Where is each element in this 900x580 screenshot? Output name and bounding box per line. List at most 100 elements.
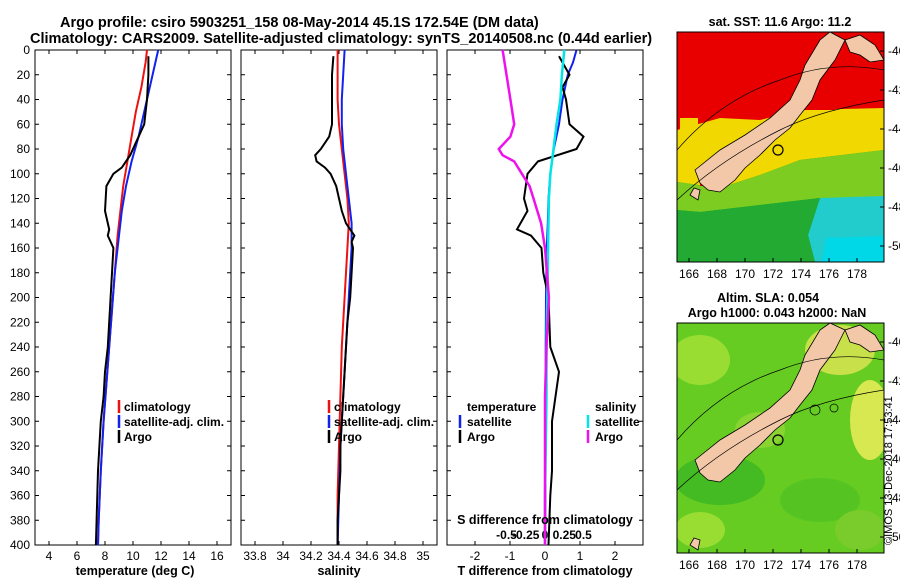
s-diff-tick-label: 0.25	[553, 528, 577, 542]
temperature-xlabel: temperature (deg C)	[76, 564, 195, 578]
s-diff-tick-label: -0.5	[496, 528, 517, 542]
lat-tick-label: -42	[888, 83, 900, 97]
lat-tick-label: -48	[888, 200, 900, 214]
x-tick-label: 12	[154, 549, 168, 563]
series-line-salinity-argo	[497, 49, 551, 545]
lat-tick-label: -46	[888, 161, 900, 175]
depth-tick-label: 220	[10, 315, 30, 329]
t-diff-tick-label: 0	[542, 549, 549, 563]
lon-tick-label: 176	[819, 558, 839, 572]
x-tick-label: 34.2	[299, 549, 323, 563]
difference-lines	[497, 49, 585, 546]
title-line-1: Argo profile: csiro 5903251_158 08-May-2…	[60, 15, 539, 31]
depth-tick-label: 280	[10, 390, 30, 404]
series-line-climatology	[97, 49, 148, 546]
lat-tick-label: -46	[888, 452, 900, 466]
legend-temp-argo-label: Argo	[467, 430, 495, 444]
salinity-y-ticks	[241, 49, 437, 546]
sla-map-field	[677, 323, 884, 553]
salinity-xlabel: salinity	[317, 564, 360, 578]
lon-tick-label: 168	[707, 558, 727, 572]
x-tick-label: 35	[416, 549, 430, 563]
sla-map-lat-axis: -40 -42 -44 -46 -48 -50	[880, 335, 900, 544]
lon-tick-label: 174	[791, 267, 811, 281]
t-diff-tick-label: -1	[505, 549, 516, 563]
series-line-argo	[314, 56, 356, 545]
temperature-x-axis: 4 6 8 10 12 14 16	[46, 50, 224, 563]
difference-panel: -2 -1 0 1 2-0.5-0.25 0 0.25 0.5 S difference fr…	[446, 49, 644, 578]
salinity-panel: 33.8 34 34.2 34.4 34.6 34.8 35 salinity climat…	[240, 49, 438, 578]
depth-tick-label: 200	[10, 291, 30, 305]
t-diff-tick-label: 1	[577, 549, 584, 563]
salinity-legend: climatology satellite-adj. clim. Argo	[327, 400, 434, 444]
legend-temperature-title: temperature	[467, 400, 537, 414]
lat-tick-label: -48	[888, 491, 900, 505]
depth-tick-label: 340	[10, 464, 30, 478]
legend-temp-satellite-label: satellite	[467, 415, 512, 429]
x-tick-label: 34	[276, 549, 290, 563]
x-tick-label: 6	[74, 549, 81, 563]
s-diff-tick-label: 0.5	[575, 528, 592, 542]
series-line-climatology	[336, 50, 350, 545]
legend-climatology-label: climatology	[334, 400, 401, 414]
sla-map-lon-axis: 166 168 170 172 174 176 178	[679, 549, 867, 572]
lon-tick-label: 166	[679, 267, 699, 281]
lon-tick-label: 170	[735, 558, 755, 572]
lon-tick-label: 178	[847, 267, 867, 281]
x-tick-label: 34.4	[327, 549, 351, 563]
x-tick-label: 4	[46, 549, 53, 563]
legend-salinity-title: salinity	[595, 400, 637, 414]
depth-tick-label: 300	[10, 414, 30, 428]
sla-map: Altim. SLA: 0.054 Argo h1000: 0.043 h200…	[676, 291, 900, 572]
sst-map-frame	[676, 31, 885, 263]
sst-map-field	[677, 32, 884, 262]
argo-location-marker	[772, 434, 784, 446]
legend-argo-label: Argo	[124, 430, 152, 444]
depth-tick-label: 40	[17, 93, 31, 107]
depth-tick-label: 100	[10, 167, 30, 181]
sla-map-title-2: Argo h1000: 0.043 h2000: NaN	[688, 306, 867, 320]
legend-sal-argo-label: Argo	[595, 430, 623, 444]
depth-tick-label: 320	[10, 439, 30, 453]
lat-tick-label: -50	[888, 530, 900, 544]
depth-tick-label: 140	[10, 216, 30, 230]
legend-satellite-label: satellite-adj. clim.	[334, 415, 434, 429]
depth-tick-label: 20	[17, 68, 31, 82]
argo-location-marker	[772, 144, 784, 156]
lon-tick-label: 174	[791, 558, 811, 572]
salinity-x-axis: 33.8 34 34.2 34.4 34.6 34.8 35	[243, 50, 430, 563]
depth-tick-label: 180	[10, 266, 30, 280]
series-line-satellite-adj-clim-	[97, 49, 160, 546]
depth-tick-label: 240	[10, 340, 30, 354]
x-tick-label: 34.8	[383, 549, 407, 563]
t-difference-xlabel: T difference from climatology	[457, 564, 632, 578]
legend-argo-label: Argo	[334, 430, 362, 444]
x-tick-label: 16	[210, 549, 224, 563]
series-line-argo	[94, 56, 150, 546]
lat-tick-label: -40	[888, 44, 900, 58]
depth-tick-label: 80	[17, 142, 31, 156]
legend-satellite-label: satellite-adj. clim.	[124, 415, 224, 429]
sla-map-title-1: Altim. SLA: 0.054	[717, 291, 819, 305]
depth-tick-label: 60	[17, 117, 31, 131]
lat-tick-label: -42	[888, 374, 900, 388]
temperature-panel: 0 20 40 60 80 100 120 140 160 180 200 220 240 260 280 3…	[10, 43, 232, 578]
lon-tick-label: 168	[707, 267, 727, 281]
salinity-lines	[314, 49, 356, 546]
temperature-legend: climatology satellite-adj. clim. Argo	[117, 400, 224, 444]
legend-climatology-label: climatology	[124, 400, 191, 414]
series-line-temperature-argo	[515, 55, 585, 546]
x-tick-label: 33.8	[243, 549, 267, 563]
x-tick-label: 10	[126, 549, 140, 563]
depth-tick-label: 120	[10, 192, 30, 206]
t-diff-tick-label: 2	[612, 549, 619, 563]
sst-map-lat-axis: -40 -42 -44 -46 -48 -50	[880, 44, 900, 253]
s-difference-label: S difference from climatology	[457, 513, 633, 527]
title-line-2: Climatology: CARS2009. Satellite-adjuste…	[30, 31, 652, 47]
s-diff-tick-label: -0.25	[512, 528, 540, 542]
sst-map: sat. SST: 11.6 Argo: 11.2 -40-42-44-46-4…	[676, 15, 900, 281]
depth-tick-label: 0	[23, 43, 30, 57]
difference-y-ticks	[447, 49, 643, 546]
depth-axis: 0 20 40 60 80 100 120 140 160 180 200 220 240 260 280 3…	[10, 43, 231, 552]
